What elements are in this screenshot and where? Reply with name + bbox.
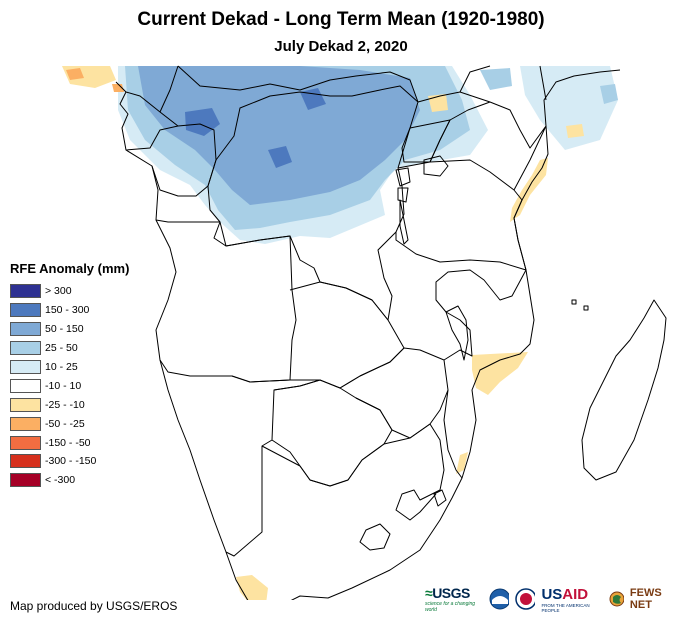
usaid-logo-us: US: [541, 585, 563, 603]
country-boundaries: [115, 65, 667, 600]
anomaly-zone-50-150: [138, 66, 420, 205]
legend-swatch: [10, 473, 41, 488]
boundary-car: [177, 65, 419, 103]
boundary-mozambique-south: [443, 389, 463, 479]
usgs-logo-mark: ≈USGS: [425, 585, 483, 601]
usgs-logo-text: USGS: [432, 585, 470, 601]
usgs-tagline: science for a changing world: [425, 601, 476, 613]
boundary-botswana: [271, 379, 393, 487]
legend-title: RFE Anomaly (mm): [10, 261, 130, 276]
legend-label: 50 - 150: [45, 323, 84, 336]
usaid-logo-aid: AID: [562, 585, 589, 603]
boundary-drc: [207, 85, 419, 321]
legend-swatch: [10, 416, 41, 431]
legend-label: > 300: [45, 285, 72, 298]
anomaly-zone-minus-10-25-mozambique: [472, 352, 528, 395]
legend-label: -10 - 10: [45, 379, 82, 392]
africa-anomaly-map: [62, 65, 667, 600]
noaa-seal-icon: [489, 588, 510, 610]
boundary-cameroon: [125, 65, 179, 127]
map-credit: Map produced by USGS/EROS: [10, 599, 178, 613]
anomaly-zone-northeast-blue: [480, 68, 618, 104]
legend-label: 10 - 25: [45, 361, 78, 373]
boundary-south-sudan-ethiopia: [417, 65, 547, 103]
legend-swatch: [10, 397, 41, 412]
map-subtitle: July Dekad 2, 2020: [274, 38, 408, 55]
lake-victoria: [423, 155, 449, 177]
legend-label: -50 - -25: [45, 417, 85, 430]
legend-label: < -300: [45, 474, 76, 487]
legend-swatch: [10, 341, 41, 356]
legend-item: -10 - 10: [10, 376, 129, 395]
legend-label: -25 - -10: [45, 398, 85, 411]
boundary-mozambique-inner: [435, 269, 527, 361]
fews-net-logo: FEWS NET: [629, 587, 662, 611]
boundary-zimbabwe: [339, 347, 449, 439]
legend-item: 25 - 50: [10, 339, 129, 358]
legend-item: 50 - 150: [10, 320, 129, 339]
boundary-congo-gabon: [125, 123, 217, 197]
boundary-zambia: [289, 281, 405, 389]
legend-swatch: [10, 435, 41, 450]
usaid-logo: USAID FROM THE AMERICAN PEOPLE: [541, 586, 603, 613]
africa-coastline: [115, 69, 621, 600]
legend-swatch: [10, 378, 41, 393]
boundary-tanzania: [395, 159, 527, 271]
legend-label: -150 - -50: [45, 436, 91, 449]
fews-net-globe-icon: [609, 591, 624, 607]
legend: RFE Anomaly (mm) > 300 150 - 300 50 - 150 2…: [10, 261, 129, 490]
boundary-lesotho: [359, 523, 391, 551]
boundary-eswatini: [433, 489, 447, 507]
legend-swatch: [10, 454, 41, 469]
legend-item: > 300: [10, 282, 129, 301]
legend-label: 25 - 50: [45, 342, 78, 355]
boundary-south-africa: [261, 423, 445, 521]
anomaly-zone-minus-25-50-west-africa: [66, 68, 124, 92]
legend-swatch: [10, 322, 41, 337]
legend-item: -150 - -50: [10, 433, 129, 452]
anomaly-zone-northeast-light: [520, 66, 618, 150]
anomaly-zone-minus-10-25-natal: [456, 452, 468, 474]
legend-swatch: [10, 303, 41, 318]
madagascar: [581, 299, 667, 481]
legend-item: -25 - -10: [10, 395, 129, 414]
anomaly-field-positive: [118, 66, 618, 244]
legend-label: 150 - 300: [45, 304, 90, 317]
usaid-seal-icon: [515, 588, 536, 610]
legend-swatch: [10, 360, 41, 374]
usgs-wave-icon: ≈: [425, 585, 433, 601]
legend-item: -50 - -25: [10, 414, 129, 433]
legend-swatch: [10, 284, 41, 299]
island-comoros: [571, 299, 589, 311]
legend-item: 10 - 25: [10, 358, 129, 377]
logo-strip: ≈USGS science for a changing world USAID…: [425, 585, 682, 613]
boundary-uganda: [401, 119, 451, 163]
legend-item: 150 - 300: [10, 301, 129, 320]
boundary-angola: [155, 219, 297, 383]
boundary-malawi: [445, 305, 469, 361]
legend-label: -300 - -150: [45, 455, 97, 468]
boundary-rwanda-burundi: [395, 167, 411, 203]
anomaly-zone-150-300: [185, 88, 326, 168]
usaid-tagline: FROM THE AMERICAN PEOPLE: [541, 602, 590, 613]
legend-item: -300 - -150: [10, 452, 129, 471]
map-title: Current Dekad - Long Term Mean (1920-198…: [137, 9, 545, 30]
anomaly-zone-minus-10-25-ethiopia: [428, 94, 584, 138]
usgs-logo: ≈USGS science for a changing world: [425, 585, 483, 613]
lake-tanganyika: [399, 199, 409, 245]
legend-item: < -300: [10, 471, 129, 490]
